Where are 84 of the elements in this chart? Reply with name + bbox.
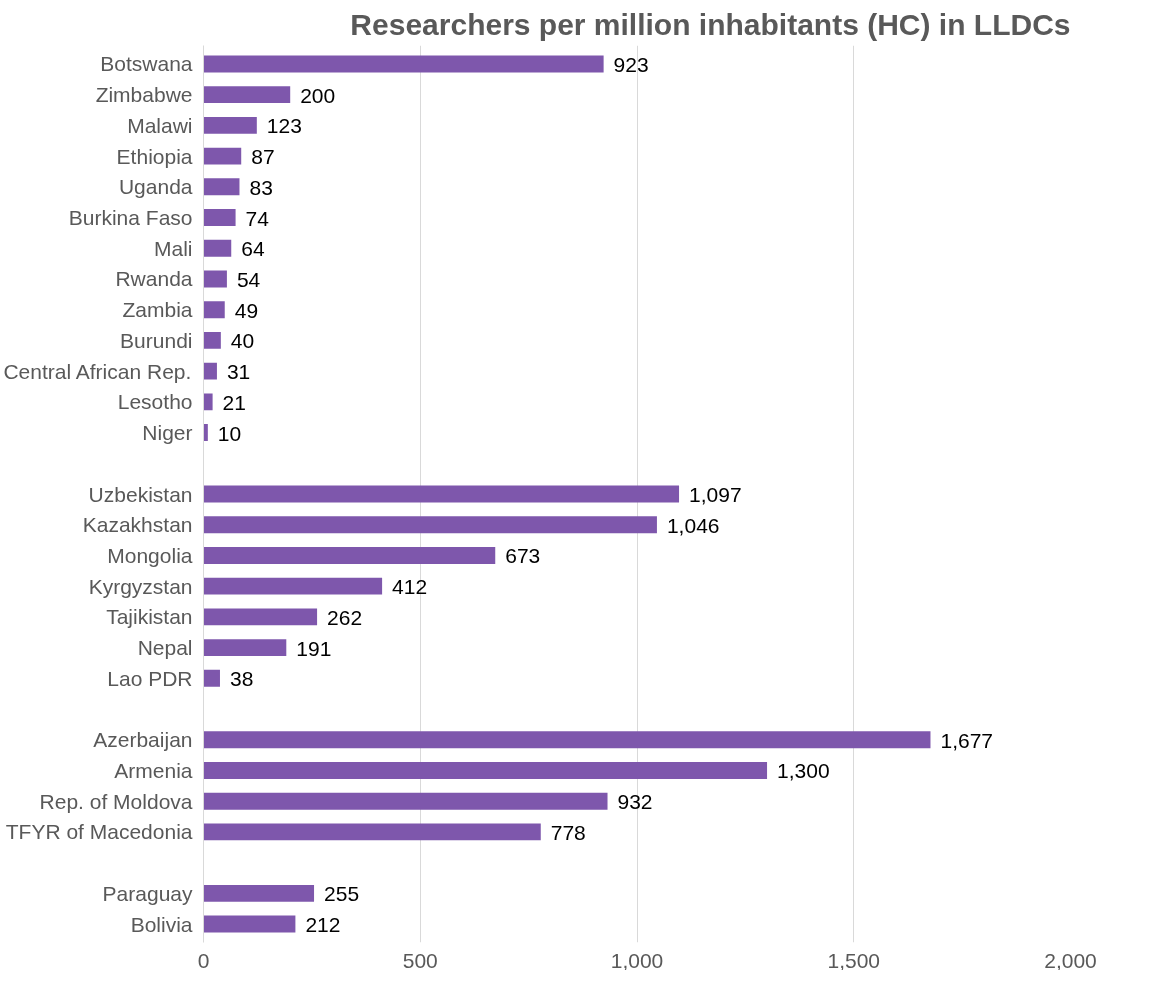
y-tick-label: Niger [142,421,193,445]
bar [203,86,291,104]
data-label: 31 [226,360,251,384]
x-tick-label: 0 [197,948,210,972]
data-label: 262 [327,605,363,629]
y-tick-label: Burundi [120,328,193,352]
bar [203,792,608,810]
chart-title: Researchers per million inhabitants (HC) in LLDCs [350,7,1071,41]
data-label: 673 [505,544,541,568]
x-tick-label: 1,500 [827,948,881,972]
y-tick-label: Malawi [127,113,193,137]
bar [203,55,604,73]
y-tick-label: Rep. of Moldova [39,789,193,813]
bar [203,209,236,226]
bar [203,239,232,257]
bar [203,608,318,626]
y-tick-label: Kazakhstan [82,513,193,537]
data-label: 40 [230,329,255,353]
bar [203,639,287,657]
bar [203,915,296,933]
y-tick-label: Kyrgyzstan [88,574,193,598]
y-tick-label: Burkina Faso [68,206,193,230]
bar [203,577,383,595]
y-tick-label: Armenia [114,758,193,782]
bar [203,270,227,288]
y-tick-label: Azerbaijan [93,728,193,752]
y-tick-label: Lao PDR [107,666,193,690]
y-tick-label: Tajikistan [106,605,193,629]
data-label: 49 [234,298,259,322]
data-label: 64 [241,237,265,261]
data-label: 1,300 [777,759,830,783]
y-tick-label: Uganda [118,175,193,199]
bar [203,116,257,134]
y-tick-label: Rwanda [115,267,193,291]
bar [203,546,496,564]
data-label: 74 [245,206,270,230]
y-tick-label: Bolivia [130,912,193,936]
bar [203,393,213,411]
x-tick-label: 2,000 [1044,948,1097,972]
data-label: 38 [229,667,254,691]
y-tick-label: Mongolia [107,543,193,567]
y-tick-label: Zimbabwe [95,83,193,107]
data-label: 1,677 [940,728,994,752]
y-tick-label: TFYR of Macedonia [5,820,193,844]
bar [203,424,208,442]
y-tick-label: Ethiopia [116,144,193,168]
y-tick-label: Botswana [100,52,193,76]
data-label: 932 [617,790,653,814]
bar [203,301,225,319]
data-label: 200 [300,83,336,107]
bar [203,516,657,534]
bar [203,331,221,349]
bar [203,147,242,165]
data-label: 123 [266,114,302,138]
bar [203,823,541,841]
y-tick-label: Mali [154,236,193,260]
data-label: 10 [217,421,242,445]
data-label: 83 [249,175,273,199]
data-label: 1,046 [666,513,720,537]
data-label: 778 [550,820,586,844]
bar [203,884,315,902]
y-tick-label: Nepal [137,636,193,660]
bar [203,762,768,779]
y-tick-label: Central African Rep. [3,359,192,383]
data-label: 54 [236,267,261,291]
bar [203,669,220,687]
data-label: 87 [251,145,275,169]
data-label: 412 [392,575,428,599]
bar [203,178,240,196]
x-tick-label: 500 [402,948,438,972]
data-label: 212 [305,913,341,937]
bar [203,485,680,503]
bar [203,731,931,749]
y-tick-label: Lesotho [117,390,193,414]
data-label: 1,097 [689,483,742,506]
data-label: 191 [296,636,332,660]
data-label: 923 [613,52,649,76]
y-tick-label: Zambia [122,298,193,322]
y-tick-label: Uzbekistan [88,482,193,506]
x-tick-label: 1,000 [610,948,664,972]
bar [203,362,217,380]
y-tick-label: Paraguay [102,881,193,905]
data-label: 255 [324,882,360,906]
data-label: 21 [222,390,246,414]
